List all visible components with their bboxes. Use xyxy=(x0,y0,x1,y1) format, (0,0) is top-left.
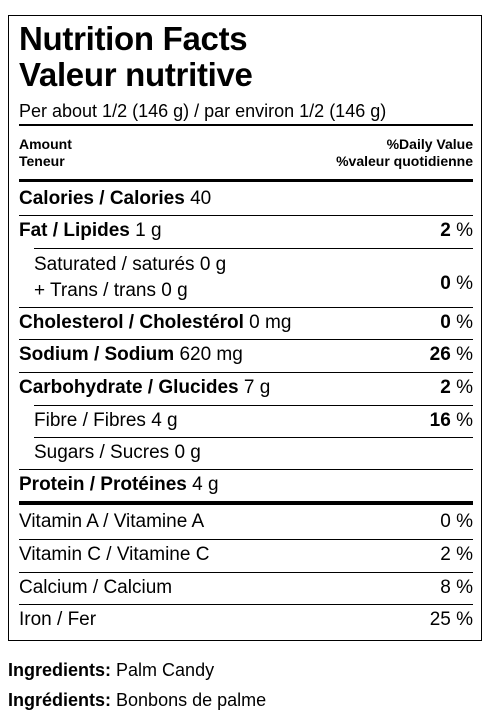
divider xyxy=(19,215,473,216)
vitamin-label: Iron / Fer xyxy=(19,609,97,630)
vitamin-daily-value: 8 % xyxy=(440,577,473,598)
vitamin-row: Vitamin C / Vitamine C 2 % xyxy=(19,540,473,570)
daily-value-label-fr: %valeur quotidienne xyxy=(336,153,473,169)
nutrient-amount: 0 mg xyxy=(249,312,292,333)
nutrient-row-sodium: Sodium / Sodium 620 mg 26 % xyxy=(19,340,473,370)
nutrient-row-trans: + Trans / trans 0 g 0 % xyxy=(19,273,473,306)
nutrient-row-cholesterol: Cholesterol / Cholestérol 0 mg 0 % xyxy=(19,308,473,338)
divider xyxy=(19,339,473,340)
ingredients-french: Ingrédients: Bonbons de palme xyxy=(8,689,266,711)
amount-label: Amount xyxy=(19,136,72,152)
nutrient-amount: 620 mg xyxy=(179,344,243,365)
ingredients-label: Ingredients: xyxy=(8,660,112,680)
divider xyxy=(19,372,473,373)
nutrient-label: Saturated / saturés xyxy=(34,254,195,275)
nutrient-amount: 4 g xyxy=(192,474,219,495)
percent-sign: % xyxy=(456,377,473,398)
calories-label: Calories / Calories xyxy=(19,188,185,209)
nutrient-row-fat: Fat / Lipides 1 g 2 % xyxy=(19,216,473,246)
daily-value: 2 xyxy=(440,377,451,398)
nutrient-label: Protein / Protéines xyxy=(19,474,187,495)
divider xyxy=(34,248,473,249)
vitamin-label: Calcium / Calcium xyxy=(19,577,173,598)
percent-sign: % xyxy=(456,273,473,294)
nutrient-label: + Trans / trans xyxy=(34,280,156,301)
percent-sign: % xyxy=(456,410,473,431)
vitamin-row: Vitamin A / Vitamine A 0 % xyxy=(19,507,473,537)
percent-sign: % xyxy=(456,220,473,241)
nutrient-label: Sugars / Sucres xyxy=(34,442,170,463)
daily-value-label: %Daily Value xyxy=(386,136,473,152)
nutrition-facts-panel: Nutrition Facts Valeur nutritive Per abo… xyxy=(8,15,482,641)
vitamin-label: Vitamin A / Vitamine A xyxy=(19,511,205,532)
vitamin-row: Iron / Fer 25 % xyxy=(19,605,473,635)
nutrient-row-fibre: Fibre / Fibres 4 g 16 % xyxy=(19,406,473,436)
vitamin-label: Vitamin C / Vitamine C xyxy=(19,544,210,565)
percent-sign: % xyxy=(456,312,473,333)
divider xyxy=(19,124,473,126)
amount-label-fr: Teneur xyxy=(19,153,65,169)
nutrient-row-saturated: Saturated / saturés 0 g xyxy=(19,250,473,280)
nutrient-amount: 7 g xyxy=(243,377,271,398)
daily-value: 16 xyxy=(429,410,451,431)
nutrient-amount: 0 g xyxy=(174,442,201,463)
nutrient-amount: 0 g xyxy=(161,280,188,301)
divider xyxy=(34,405,473,406)
vitamin-daily-value: 0 % xyxy=(440,511,473,532)
column-header: Amount Teneur %Daily Value %valeur quoti… xyxy=(19,136,473,176)
ingredients-label-fr: Ingrédients: xyxy=(8,690,112,710)
divider xyxy=(19,469,473,470)
serving-size: Per about 1/2 (146 g) / par environ 1/2 … xyxy=(19,101,387,121)
percent-sign: % xyxy=(456,344,473,365)
daily-value: 26 xyxy=(429,344,451,365)
nutrient-row-protein: Protein / Protéines 4 g xyxy=(19,470,473,500)
nutrient-amount: 4 g xyxy=(151,410,178,431)
thick-divider xyxy=(19,501,473,505)
vitamin-daily-value: 2 % xyxy=(440,544,473,565)
nutrient-amount: 1 g xyxy=(135,220,162,241)
nutrient-row-carbohydrate: Carbohydrate / Glucides 7 g 2 % xyxy=(19,373,473,403)
ingredients-english: Ingredients: Palm Candy xyxy=(8,659,214,681)
daily-value: 0 xyxy=(440,312,451,333)
divider xyxy=(19,539,473,540)
divider xyxy=(19,179,473,182)
daily-value: 2 xyxy=(440,220,451,241)
divider xyxy=(19,604,473,605)
divider xyxy=(19,307,473,308)
title-english: Nutrition Facts xyxy=(19,20,248,57)
nutrient-row-sugars: Sugars / Sucres 0 g xyxy=(19,438,473,468)
nutrient-amount: 0 g xyxy=(199,254,227,275)
nutrient-label: Carbohydrate / Glucides xyxy=(19,377,239,398)
nutrient-label: Cholesterol / Cholestérol xyxy=(19,312,244,333)
vitamin-daily-value: 25 % xyxy=(429,609,473,630)
divider xyxy=(34,437,473,438)
ingredients-value-fr: Bonbons de palme xyxy=(116,690,267,710)
calories-value: 40 xyxy=(190,188,212,209)
divider xyxy=(19,572,473,573)
vitamin-row: Calcium / Calcium 8 % xyxy=(19,573,473,603)
ingredients-value: Palm Candy xyxy=(116,660,215,680)
nutrient-label: Fat / Lipides xyxy=(19,220,130,241)
nutrient-label: Fibre / Fibres xyxy=(34,410,146,431)
title-french: Valeur nutritive xyxy=(19,56,253,93)
nutrient-label: Sodium / Sodium xyxy=(19,344,175,365)
calories-row: Calories / Calories 40 xyxy=(19,184,473,214)
daily-value: 0 xyxy=(440,273,451,294)
